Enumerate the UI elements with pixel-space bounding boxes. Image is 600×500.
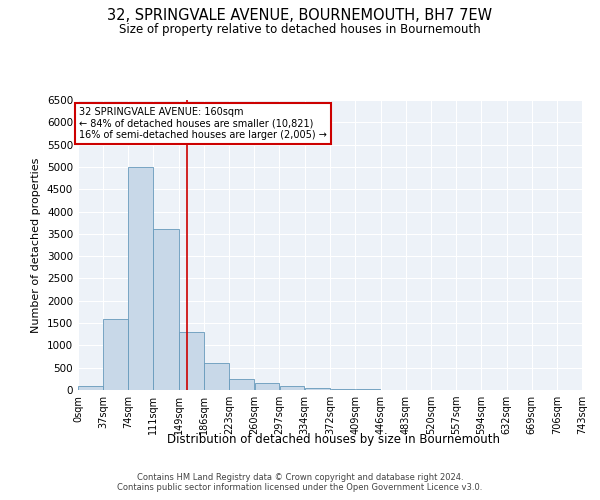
Text: 32, SPRINGVALE AVENUE, BOURNEMOUTH, BH7 7EW: 32, SPRINGVALE AVENUE, BOURNEMOUTH, BH7 … <box>107 8 493 22</box>
Y-axis label: Number of detached properties: Number of detached properties <box>31 158 41 332</box>
Bar <box>254 384 279 390</box>
Bar <box>154 230 179 390</box>
Text: Size of property relative to detached houses in Bournemouth: Size of property relative to detached ho… <box>119 22 481 36</box>
Text: 32 SPRINGVALE AVENUE: 160sqm
← 84% of detached houses are smaller (10,821)
16% o: 32 SPRINGVALE AVENUE: 160sqm ← 84% of de… <box>79 106 327 140</box>
Bar <box>179 332 204 390</box>
Text: Contains public sector information licensed under the Open Government Licence v3: Contains public sector information licen… <box>118 484 482 492</box>
Bar <box>331 388 355 390</box>
Bar <box>229 379 254 390</box>
Bar <box>78 386 103 390</box>
Bar <box>305 388 330 390</box>
Bar <box>128 167 153 390</box>
Text: Distribution of detached houses by size in Bournemouth: Distribution of detached houses by size … <box>167 432 500 446</box>
Bar <box>280 386 304 390</box>
Text: Contains HM Land Registry data © Crown copyright and database right 2024.: Contains HM Land Registry data © Crown c… <box>137 472 463 482</box>
Bar <box>205 363 229 390</box>
Bar <box>103 318 128 390</box>
